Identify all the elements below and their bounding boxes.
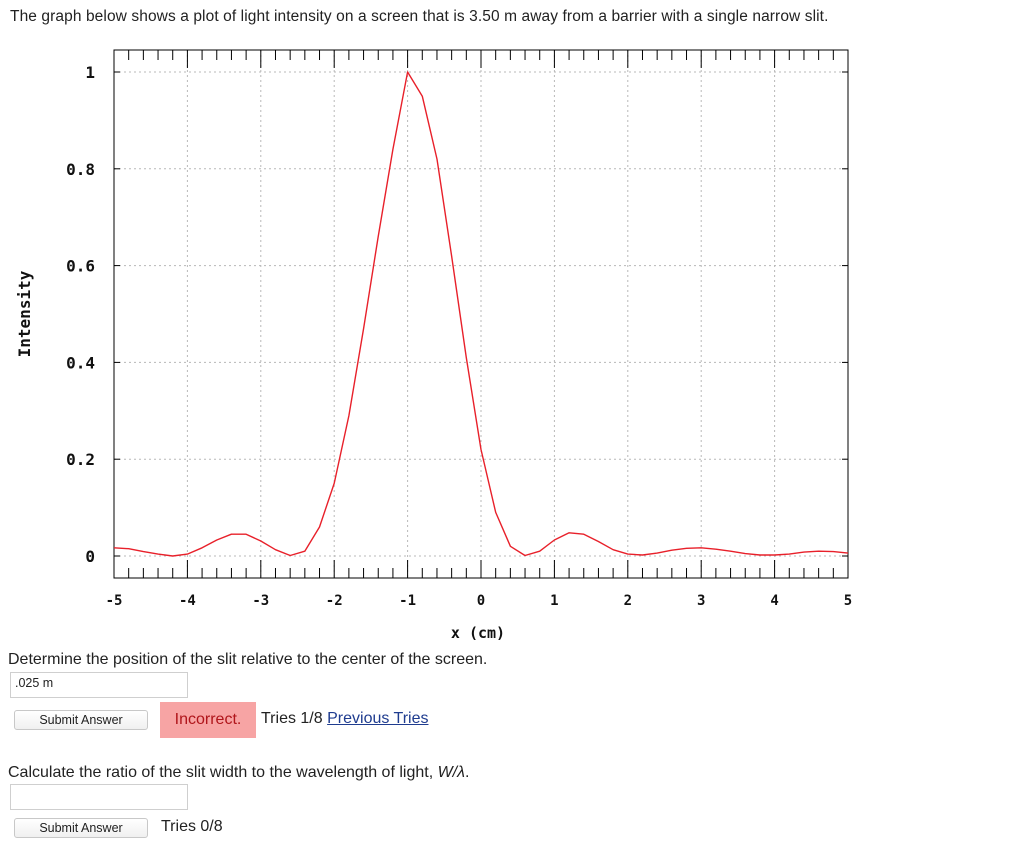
x-tick-label: 1 — [550, 593, 558, 609]
y-axis-label: Intensity — [15, 270, 34, 357]
x-tick-label: -3 — [252, 593, 269, 609]
x-tick-labels: -5 -4 -3 -2 -1 0 1 2 3 4 5 — [106, 593, 853, 609]
x-tick-label: 3 — [697, 593, 705, 609]
x-tick-label: 5 — [844, 593, 852, 609]
x-tick-label: -5 — [106, 593, 123, 609]
y-tick-labels: 0 0.2 0.4 0.6 0.8 1 — [66, 63, 95, 566]
problem-intro: The graph below shows a plot of light in… — [10, 8, 829, 25]
y-tick-label: 0 — [85, 547, 95, 566]
x-tick-label: 4 — [770, 593, 778, 609]
x-tick-label: 0 — [477, 593, 485, 609]
question-2-variable: W/λ — [437, 764, 465, 781]
y-tick-label: 0.8 — [66, 160, 95, 179]
question-2-end: . — [465, 764, 470, 781]
tries-2-text: Tries 0/8 — [161, 818, 223, 835]
x-tick-label: -2 — [326, 593, 343, 609]
minor-ticks — [113, 50, 849, 578]
answer-1-field[interactable]: .025 m — [10, 672, 188, 698]
answer-2-field[interactable] — [10, 784, 188, 810]
x-axis-label: x (cm) — [451, 624, 505, 640]
y-tick-label: 0.2 — [66, 450, 95, 469]
x-tick-label: -4 — [179, 593, 196, 609]
question-2-text: Calculate the ratio of the slit width to… — [8, 764, 469, 782]
x-tick-label: 2 — [624, 593, 632, 609]
intensity-series-line — [113, 71, 849, 557]
question-2-lead: Calculate the ratio of the slit width to… — [8, 764, 438, 781]
tries-1-text: Tries 1/8 — [261, 710, 323, 727]
y-tick-label: 1 — [85, 63, 95, 82]
question-1-text: Determine the position of the slit relat… — [8, 651, 488, 668]
incorrect-status-badge: Incorrect. — [160, 702, 256, 738]
y-tick-label: 0.6 — [66, 257, 95, 276]
y-tick-label: 0.4 — [66, 353, 95, 372]
plot-frame — [113, 49, 849, 579]
x-tick-label: -1 — [399, 593, 416, 609]
submit-answer-2-button[interactable]: Submit Answer — [14, 818, 148, 838]
series-layer — [113, 71, 849, 557]
previous-tries-link[interactable]: Previous Tries — [327, 710, 429, 727]
chart-grid — [114, 50, 848, 578]
intensity-chart: -5 -4 -3 -2 -1 0 1 2 3 4 5 0 0.2 0.4 0.6 0.8 1 x (cm) I… — [15, 49, 853, 640]
submit-answer-1-button[interactable]: Submit Answer — [14, 710, 148, 730]
tries-1-counter: Tries 1/8 Previous Tries — [261, 710, 428, 728]
